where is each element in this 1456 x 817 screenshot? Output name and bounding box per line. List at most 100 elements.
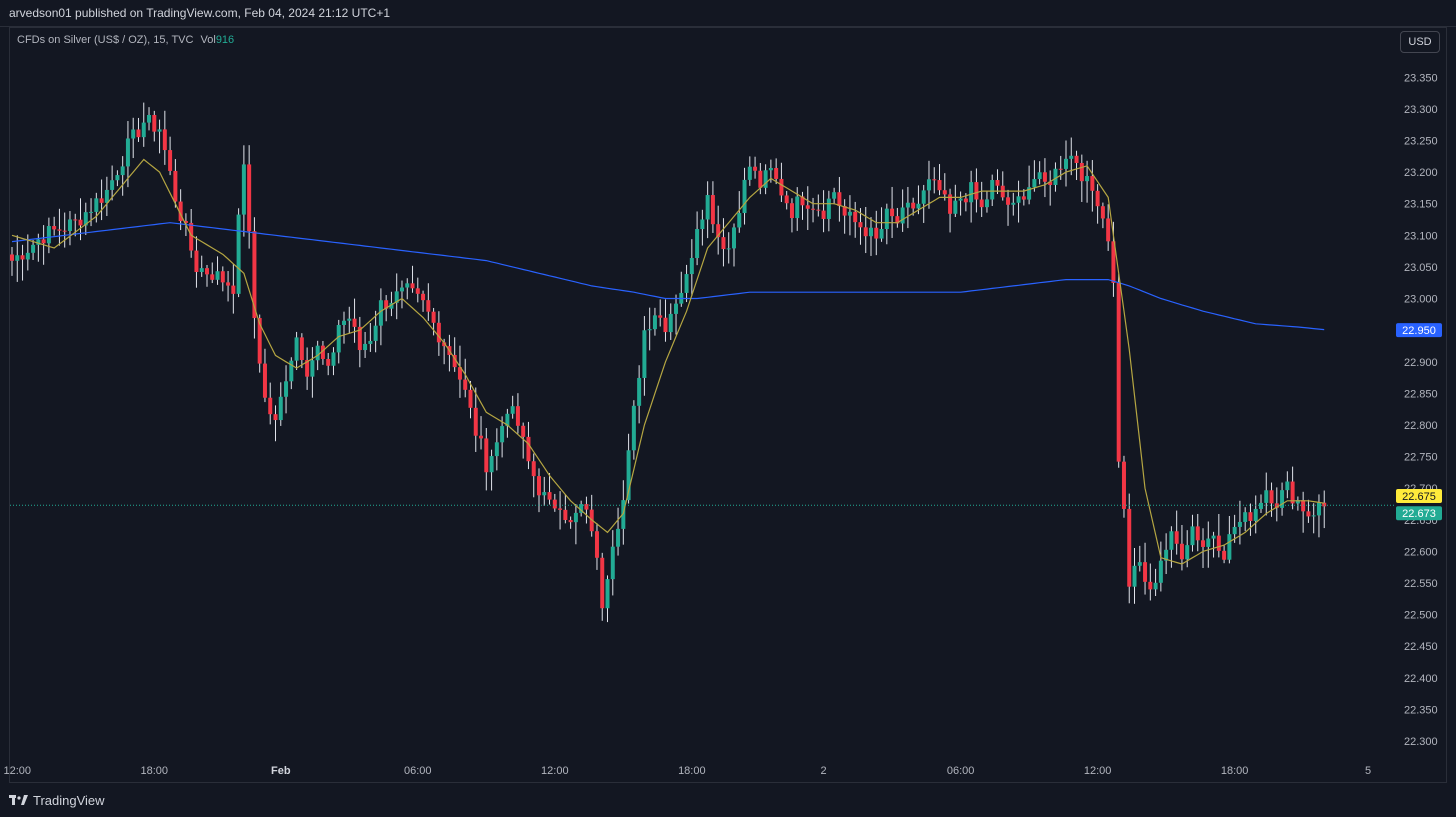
candle-body[interactable] (1048, 181, 1053, 185)
candle-body[interactable] (842, 206, 847, 216)
candle-body[interactable] (1053, 168, 1058, 185)
candle-body[interactable] (768, 167, 773, 171)
candle-body[interactable] (816, 209, 821, 211)
candle-body[interactable] (979, 199, 984, 208)
candle-body[interactable] (294, 337, 299, 361)
candle-body[interactable] (173, 170, 178, 202)
candle-body[interactable] (1316, 502, 1321, 516)
candle-body[interactable] (1179, 543, 1184, 560)
candle-body[interactable] (658, 315, 663, 318)
candle-body[interactable] (911, 202, 916, 209)
candle-body[interactable] (953, 200, 958, 214)
candle-body[interactable] (399, 287, 404, 292)
candle-body[interactable] (1195, 526, 1200, 541)
candle-body[interactable] (147, 115, 152, 123)
candle-body[interactable] (695, 229, 700, 259)
candle-body[interactable] (262, 363, 267, 398)
candle-body[interactable] (347, 318, 352, 321)
candle-body[interactable] (352, 318, 357, 327)
candle-body[interactable] (1311, 515, 1316, 517)
candle-body[interactable] (1032, 179, 1037, 188)
candle-body[interactable] (700, 219, 705, 230)
candle-body[interactable] (494, 442, 499, 457)
currency-button[interactable]: USD (1400, 31, 1440, 53)
candle-body[interactable] (621, 500, 626, 529)
candle-body[interactable] (1227, 534, 1232, 560)
candle-body[interactable] (795, 196, 800, 219)
candle-body[interactable] (110, 180, 115, 190)
candle-body[interactable] (1100, 206, 1105, 219)
candle-body[interactable] (305, 360, 310, 377)
candle-body[interactable] (1090, 176, 1095, 191)
candle-body[interactable] (489, 456, 494, 473)
candle-body[interactable] (278, 396, 283, 421)
candle-body[interactable] (500, 426, 505, 443)
candle-body[interactable] (805, 205, 810, 209)
candle-body[interactable] (83, 212, 88, 226)
candle-body[interactable] (421, 293, 426, 301)
candle-body[interactable] (895, 216, 900, 224)
candle-body[interactable] (1216, 535, 1221, 551)
candle-body[interactable] (710, 195, 715, 225)
candle-body[interactable] (52, 226, 57, 230)
candle-body[interactable] (884, 208, 889, 230)
candle-body[interactable] (1116, 282, 1121, 462)
candle-body[interactable] (257, 318, 262, 364)
candle-body[interactable] (284, 381, 289, 397)
candle-body[interactable] (642, 330, 647, 378)
candle-body[interactable] (241, 164, 246, 215)
candle-body[interactable] (31, 244, 36, 253)
candle-body[interactable] (1069, 155, 1074, 159)
candle-body[interactable] (215, 271, 220, 280)
candle-body[interactable] (368, 340, 373, 344)
candle-body[interactable] (837, 192, 842, 207)
candle-body[interactable] (152, 115, 157, 132)
candle-body[interactable] (594, 531, 599, 558)
candle-body[interactable] (67, 219, 72, 231)
candle-body[interactable] (473, 407, 478, 436)
candle-body[interactable] (1016, 196, 1021, 203)
candle-body[interactable] (674, 303, 679, 314)
candle-body[interactable] (963, 198, 968, 203)
candle-body[interactable] (104, 189, 109, 203)
candle-body[interactable] (579, 504, 584, 513)
candle-body[interactable] (990, 179, 995, 200)
candle-body[interactable] (826, 198, 831, 219)
candle-body[interactable] (1006, 197, 1011, 205)
candle-body[interactable] (236, 214, 241, 294)
candle-body[interactable] (452, 354, 457, 368)
candle-body[interactable] (394, 291, 399, 303)
candle-body[interactable] (1237, 521, 1242, 527)
candle-body[interactable] (1285, 481, 1290, 491)
candle-body[interactable] (610, 546, 615, 580)
candle-body[interactable] (20, 255, 25, 260)
candle-body[interactable] (568, 520, 573, 523)
candle-body[interactable] (563, 509, 568, 521)
candle-body[interactable] (605, 579, 610, 609)
candle-body[interactable] (1085, 176, 1090, 182)
candle-body[interactable] (157, 129, 162, 132)
candle-body[interactable] (1211, 535, 1216, 539)
candle-body[interactable] (1269, 490, 1274, 504)
candle-body[interactable] (510, 406, 515, 414)
candle-body[interactable] (821, 210, 826, 219)
candle-body[interactable] (389, 302, 394, 309)
candle-body[interactable] (616, 528, 621, 547)
candle-body[interactable] (1190, 526, 1195, 546)
candle-body[interactable] (948, 194, 953, 214)
candle-body[interactable] (136, 129, 141, 138)
candle-body[interactable] (731, 227, 736, 249)
candle-body[interactable] (1201, 540, 1206, 547)
candle-body[interactable] (937, 180, 942, 191)
candle-body[interactable] (125, 138, 130, 167)
candle-body[interactable] (1295, 500, 1300, 504)
candle-body[interactable] (342, 320, 347, 325)
candle-body[interactable] (1011, 202, 1016, 205)
candle-body[interactable] (289, 360, 294, 382)
candle-body[interactable] (199, 268, 204, 272)
candle-body[interactable] (1158, 560, 1163, 583)
candle-body[interactable] (1042, 172, 1047, 182)
candle-body[interactable] (15, 255, 20, 261)
candle-body[interactable] (89, 211, 94, 213)
candle-body[interactable] (784, 195, 789, 204)
